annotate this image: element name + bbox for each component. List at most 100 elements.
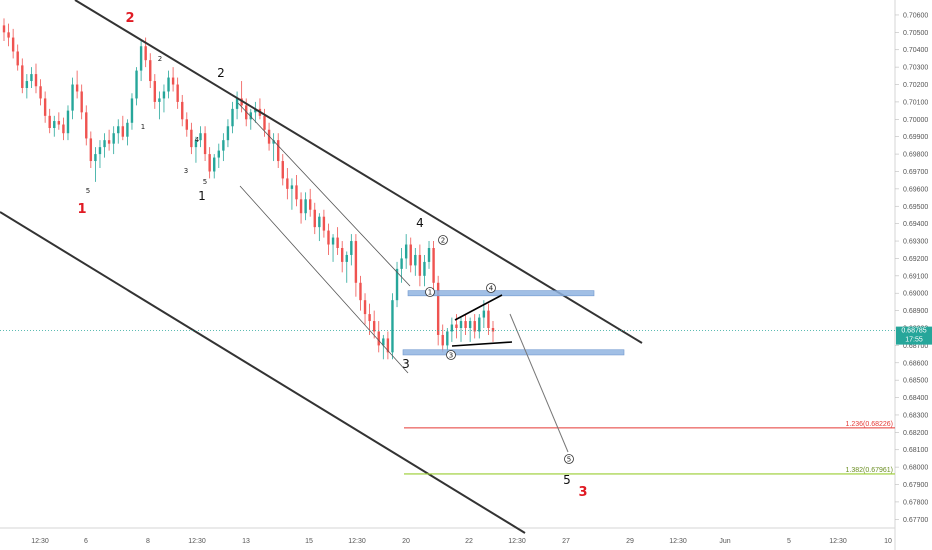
- candle-body: [345, 254, 348, 262]
- price-tick-label: 0.68400: [903, 395, 928, 402]
- price-tick-label: 0.69500: [903, 204, 928, 211]
- candle-body: [167, 77, 170, 92]
- candle: [423, 254, 426, 287]
- candle: [66, 105, 70, 141]
- price-tick-label: 0.70500: [903, 30, 928, 37]
- candle-body: [267, 129, 271, 144]
- circled-wave-5: 5: [564, 454, 574, 464]
- candle-body: [16, 51, 19, 66]
- price-tick-label: 0.69200: [903, 256, 928, 263]
- candle: [57, 112, 61, 130]
- intermediate-wave-4-label: 4: [416, 216, 424, 230]
- candle: [478, 314, 481, 339]
- candle: [318, 213, 321, 242]
- candle: [25, 74, 29, 99]
- candle: [231, 101, 234, 134]
- candle-body: [308, 199, 312, 210]
- candle: [222, 133, 225, 162]
- candle: [345, 251, 348, 283]
- candle-body: [103, 140, 106, 148]
- candle: [162, 84, 166, 113]
- price-tick-label: 0.68300: [903, 412, 928, 419]
- candle-body: [487, 310, 490, 328]
- candle-body: [80, 91, 83, 113]
- candle: [322, 209, 326, 238]
- candle: [395, 261, 399, 308]
- time-axis: 12:30 6 8 12:30 13 15 12:30 20 22 12:30 27 29 12:30 J…: [0, 527, 895, 545]
- price-tick-label: 0.69600: [903, 186, 928, 193]
- candle: [377, 321, 380, 353]
- time-tick-label: 12:30: [348, 538, 366, 545]
- projection-arrow-line: [509, 313, 569, 453]
- candle-body: [450, 324, 454, 332]
- candle-body: [144, 46, 147, 61]
- candle-body: [94, 154, 97, 162]
- candle-body: [149, 60, 152, 82]
- candle: [53, 115, 56, 137]
- candle-body: [368, 314, 371, 322]
- candle: [354, 234, 358, 297]
- price-tick-label: 0.68000: [903, 465, 928, 472]
- price-tick-label: 0.70200: [903, 82, 928, 89]
- candle-body: [418, 254, 422, 276]
- candle-body: [391, 300, 394, 353]
- time-tick-label: 5: [787, 538, 791, 545]
- candle: [235, 91, 239, 120]
- candle: [11, 28, 15, 59]
- primary-wave-1-label: 1: [77, 202, 86, 217]
- circled-wave-5-label: 5: [567, 456, 571, 464]
- candle-body: [318, 216, 321, 228]
- price-tick-label: 0.69800: [903, 152, 928, 159]
- candle: [30, 67, 33, 88]
- minor-wave-5-label-left: 5: [86, 187, 90, 195]
- candle-body: [414, 254, 417, 266]
- candle: [487, 303, 490, 335]
- price-tick-label: 0.69000: [903, 291, 928, 298]
- candle: [313, 202, 316, 235]
- candle-body: [395, 268, 399, 301]
- minor-wave-1-label: 1: [141, 123, 145, 131]
- candle-body: [359, 282, 362, 301]
- candle-body: [39, 86, 42, 99]
- candlestick-series: [2, 18, 495, 360]
- candle-body: [322, 216, 326, 231]
- candle: [459, 317, 463, 342]
- candle: [158, 91, 161, 120]
- candle-body: [432, 248, 435, 283]
- candle: [391, 293, 394, 360]
- candle-body: [89, 138, 93, 162]
- candle-body: [363, 300, 367, 315]
- candle: [336, 227, 339, 255]
- triangle-upper-line: [454, 294, 503, 321]
- circled-wave-1-label: 1: [428, 289, 432, 297]
- time-tick-label: Jun: [719, 538, 730, 545]
- candle: [194, 136, 198, 163]
- candle-body: [386, 338, 390, 353]
- candle: [340, 241, 344, 273]
- intermediate-wave-2-label: 2: [217, 66, 225, 80]
- candle: [409, 237, 412, 273]
- candle: [249, 108, 252, 130]
- candle-body: [281, 161, 284, 179]
- candle: [208, 147, 211, 179]
- candle-body: [53, 121, 56, 128]
- candle: [98, 140, 102, 168]
- candle: [450, 317, 454, 342]
- candle-body: [336, 237, 339, 248]
- price-tick-label: 0.69400: [903, 221, 928, 228]
- candle: [308, 188, 312, 217]
- candle: [327, 223, 330, 255]
- candle-body: [295, 185, 298, 200]
- candle: [199, 126, 202, 148]
- candle: [272, 133, 275, 162]
- candle: [39, 79, 42, 106]
- candle-body: [245, 105, 248, 120]
- candle: [350, 234, 353, 266]
- price-tick-label: 0.70400: [903, 47, 928, 54]
- time-tick-label: 8: [146, 538, 150, 545]
- candle-body: [71, 84, 74, 111]
- candle-body: [409, 244, 412, 266]
- candle: [139, 39, 143, 82]
